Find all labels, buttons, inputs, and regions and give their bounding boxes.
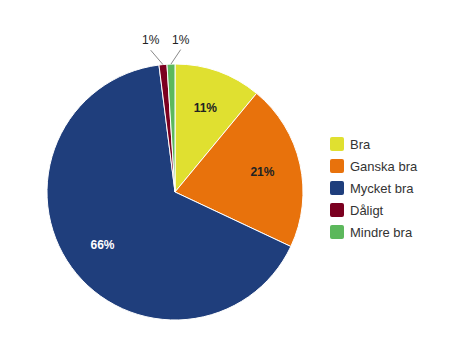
leader-line <box>171 50 181 64</box>
legend-label: Bra <box>350 137 371 152</box>
data-label: 66% <box>90 238 114 252</box>
legend-label: Mindre bra <box>350 225 413 240</box>
pie-slice <box>167 64 175 192</box>
pie-slice <box>47 65 291 320</box>
chart-svg: 11% 21% 66% 1% 1% Bra Ganska bra Mycket bra Dåli… <box>0 0 462 360</box>
legend-swatch <box>330 225 344 239</box>
legend-swatch <box>330 137 344 151</box>
legend-label: Mycket bra <box>350 181 414 196</box>
legend: Bra Ganska bra Mycket bra Dåligt Mindre bra <box>330 137 418 240</box>
data-label: 21% <box>250 165 274 179</box>
leader-line <box>151 50 163 64</box>
data-label: 1% <box>172 33 190 47</box>
legend-swatch <box>330 181 344 195</box>
legend-swatch <box>330 203 344 217</box>
data-labels: 11% 21% 66% 1% 1% <box>90 33 274 252</box>
pie-slice <box>159 64 175 192</box>
legend-label: Ganska bra <box>350 159 418 174</box>
data-label: 11% <box>194 101 218 115</box>
pie <box>47 64 303 320</box>
legend-swatch <box>330 159 344 173</box>
data-label: 1% <box>142 33 160 47</box>
chart-container: 11% 21% 66% 1% 1% Bra Ganska bra Mycket bra Dåli… <box>0 0 462 360</box>
legend-label: Dåligt <box>350 203 384 218</box>
